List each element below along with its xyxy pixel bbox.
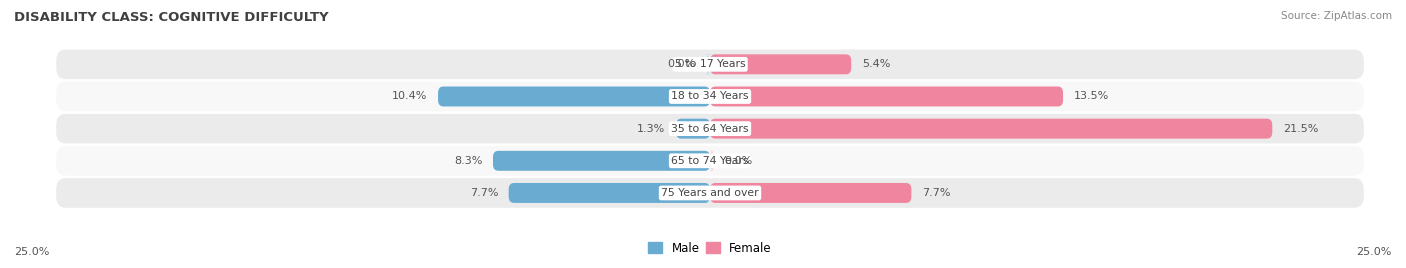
FancyBboxPatch shape xyxy=(676,119,710,139)
Text: 25.0%: 25.0% xyxy=(1357,247,1392,257)
Text: DISABILITY CLASS: COGNITIVE DIFFICULTY: DISABILITY CLASS: COGNITIVE DIFFICULTY xyxy=(14,11,329,24)
FancyBboxPatch shape xyxy=(710,54,851,74)
FancyBboxPatch shape xyxy=(704,54,711,74)
Text: 7.7%: 7.7% xyxy=(470,188,498,198)
Text: 10.4%: 10.4% xyxy=(392,91,427,102)
FancyBboxPatch shape xyxy=(709,151,716,171)
FancyBboxPatch shape xyxy=(56,50,1364,79)
Text: 1.3%: 1.3% xyxy=(637,124,665,134)
Text: 21.5%: 21.5% xyxy=(1282,124,1319,134)
Text: Source: ZipAtlas.com: Source: ZipAtlas.com xyxy=(1281,11,1392,21)
FancyBboxPatch shape xyxy=(509,183,710,203)
FancyBboxPatch shape xyxy=(710,119,1272,139)
FancyBboxPatch shape xyxy=(56,82,1364,111)
Text: 0.0%: 0.0% xyxy=(724,156,752,166)
Text: 18 to 34 Years: 18 to 34 Years xyxy=(671,91,749,102)
FancyBboxPatch shape xyxy=(56,114,1364,143)
FancyBboxPatch shape xyxy=(56,178,1364,208)
Text: 8.3%: 8.3% xyxy=(454,156,482,166)
FancyBboxPatch shape xyxy=(439,87,710,106)
Text: 25.0%: 25.0% xyxy=(14,247,49,257)
Text: 75 Years and over: 75 Years and over xyxy=(661,188,759,198)
Text: 5 to 17 Years: 5 to 17 Years xyxy=(675,59,745,69)
Text: 13.5%: 13.5% xyxy=(1074,91,1109,102)
Text: 7.7%: 7.7% xyxy=(922,188,950,198)
Text: 0.0%: 0.0% xyxy=(668,59,696,69)
FancyBboxPatch shape xyxy=(710,87,1063,106)
Text: 65 to 74 Years: 65 to 74 Years xyxy=(671,156,749,166)
FancyBboxPatch shape xyxy=(710,183,911,203)
FancyBboxPatch shape xyxy=(494,151,710,171)
Text: 35 to 64 Years: 35 to 64 Years xyxy=(671,124,749,134)
FancyBboxPatch shape xyxy=(56,146,1364,176)
Legend: Male, Female: Male, Female xyxy=(644,237,776,259)
Text: 5.4%: 5.4% xyxy=(862,59,890,69)
